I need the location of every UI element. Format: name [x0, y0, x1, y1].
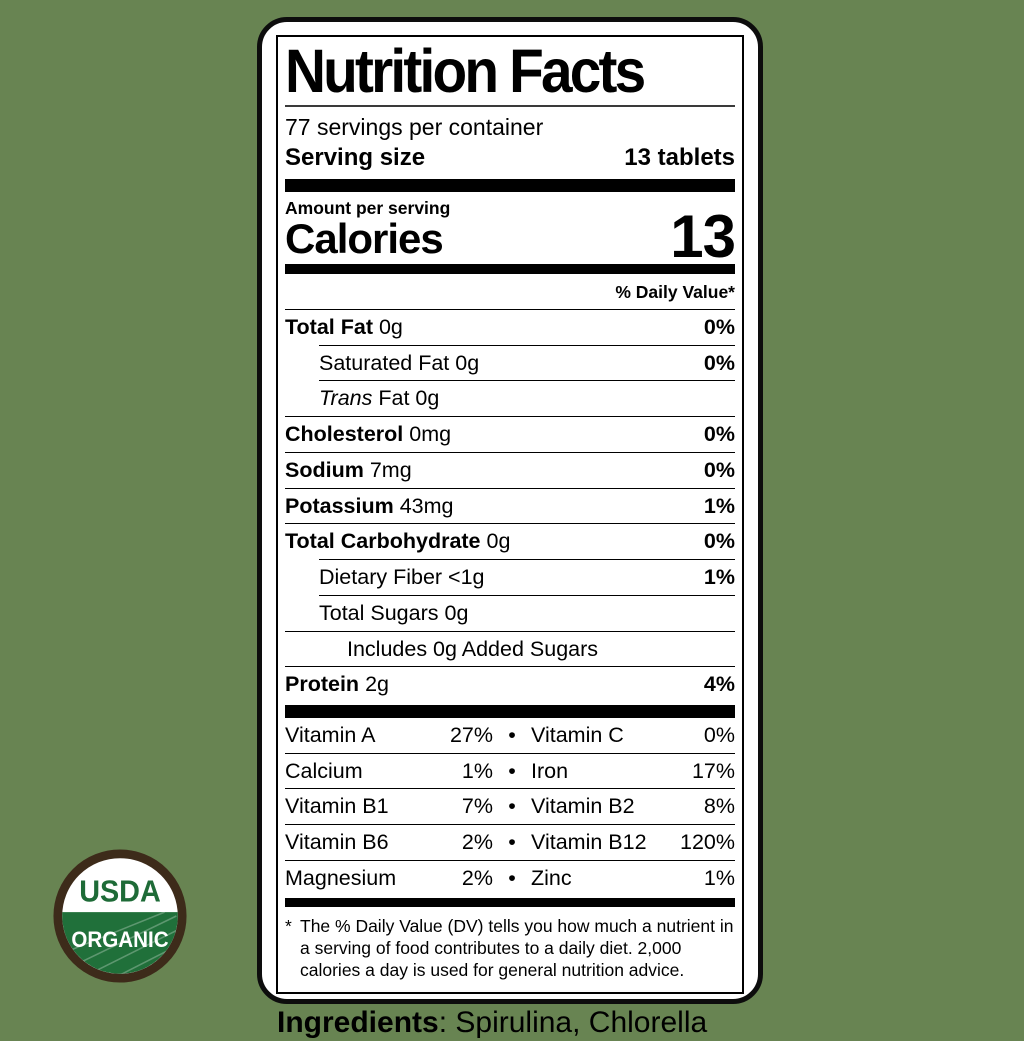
- nutrient-name: Total Sugars 0g: [319, 600, 469, 625]
- bullet-separator: •: [508, 794, 516, 819]
- usda-organic-badge: USDA ORGANIC: [53, 849, 187, 983]
- ingredients-label: Ingredients: [277, 1005, 439, 1039]
- divider: [285, 309, 735, 311]
- micronutrient-row-vitamin-a-c: Vitamin A 27% • Vitamin C 0%: [285, 722, 735, 747]
- divider: [285, 451, 735, 453]
- badge-usda-text: USDA: [79, 875, 161, 908]
- calories-label: Calories: [285, 214, 444, 262]
- servings-per-container: 77 servings per container: [285, 114, 544, 140]
- thick-divider-bar: [285, 897, 735, 907]
- nutrition-facts-title: Nutrition Facts: [285, 37, 646, 105]
- nutrient-row-sodium: Sodium 7mg 0%: [285, 453, 735, 488]
- nutrient-name: Cholesterol 0mg: [285, 422, 452, 447]
- nutrient-name: Saturated Fat 0g: [319, 350, 480, 375]
- divider: [285, 487, 735, 489]
- nutrient-name: Sodium 7mg: [285, 457, 412, 482]
- nutrient-name: Dietary Fiber <1g: [319, 565, 485, 590]
- thick-divider-bar: [285, 264, 735, 275]
- micronutrient-row-b1-b2: Vitamin B1 7% • Vitamin B2 8%: [285, 788, 735, 824]
- thick-divider-bar: [285, 178, 735, 192]
- nutrient-row-dietary-fiber: Dietary Fiber <1g 1%: [285, 560, 735, 595]
- daily-value-footnote: * The % Daily Value (DV) tells you how m…: [285, 907, 735, 984]
- divider: [285, 416, 735, 418]
- nutrition-label-card: Nutrition Facts 77 servings per containe…: [257, 17, 763, 1039]
- divider: [285, 523, 735, 525]
- nutrient-row-protein: Protein 2g 4%: [285, 667, 735, 702]
- bullet-separator: •: [508, 830, 516, 855]
- nutrient-row-cholesterol: Cholesterol 0mg 0%: [285, 417, 735, 452]
- divider: [319, 594, 735, 596]
- serving-size-row: Serving size 13 tablets: [285, 143, 735, 179]
- divider: [319, 380, 735, 382]
- calories-value: 13: [670, 202, 736, 270]
- nutrient-row-saturated-fat: Saturated Fat 0g 0%: [285, 346, 735, 381]
- badge-green-field: [62, 912, 178, 974]
- nutrient-name: Total Carbohydrate 0g: [285, 529, 511, 554]
- serving-size-label: Serving size: [285, 143, 426, 171]
- nutrient-name: Total Fat 0g: [285, 315, 403, 340]
- nutrient-name: Potassium 43mg: [285, 493, 454, 518]
- nutrient-name: Includes 0g Added Sugars: [347, 636, 599, 661]
- nutrition-facts-box: Nutrition Facts 77 servings per containe…: [276, 35, 744, 994]
- micronutrient-row-b6-b12: Vitamin B6 2% • Vitamin B12 120%: [285, 824, 735, 860]
- nutrient-dv: 0%: [703, 422, 735, 447]
- footnote-text: The % Daily Value (DV) tells you how muc…: [300, 915, 734, 981]
- bullet-separator: •: [508, 865, 516, 890]
- divider: [319, 559, 735, 561]
- divider: [285, 105, 735, 107]
- nutrient-dv: 4%: [703, 672, 735, 697]
- bullet-separator: •: [508, 722, 516, 747]
- nutrient-name: Protein 2g: [285, 672, 389, 697]
- bullet-separator: •: [508, 758, 516, 783]
- nutrient-row-potassium: Potassium 43mg 1%: [285, 489, 735, 524]
- micronutrient-row-calcium-iron: Calcium 1% • Iron 17%: [285, 752, 735, 789]
- nutrient-dv: 0%: [703, 529, 735, 554]
- nutrient-row-total-sugars: Total Sugars 0g: [285, 596, 735, 631]
- ingredients-separator: :: [438, 1005, 456, 1039]
- nutrient-dv: 1%: [703, 565, 735, 590]
- nutrient-row-total-fat: Total Fat 0g 0%: [285, 310, 735, 345]
- micronutrient-row-magnesium-zinc: Magnesium 2% • Zinc 1%: [285, 859, 735, 896]
- nutrient-name: Trans Fat 0g: [319, 386, 440, 411]
- nutrient-dv: 0%: [703, 315, 735, 340]
- badge-organic-text: ORGANIC: [71, 927, 168, 952]
- nutrient-dv: 0%: [703, 457, 735, 482]
- divider: [285, 630, 735, 632]
- divider: [319, 344, 735, 346]
- nutrient-dv: 1%: [703, 493, 735, 518]
- footnote-asterisk: *: [285, 915, 292, 936]
- calories-row: Calories 13: [285, 202, 736, 270]
- thick-divider-bar: [285, 704, 735, 718]
- ingredients-line: Ingredients: Spirulina, Chlorella: [276, 994, 744, 1041]
- amount-per-serving-label: Amount per serving: [285, 197, 451, 218]
- nutrient-row-trans-fat: Trans Fat 0g: [285, 381, 735, 416]
- divider: [285, 666, 735, 668]
- serving-size-value: 13 tablets: [624, 143, 735, 171]
- daily-value-header: % Daily Value*: [615, 282, 735, 303]
- nutrient-row-total-carbohydrate: Total Carbohydrate 0g 0%: [285, 524, 735, 559]
- ingredients-value: Spirulina, Chlorella: [455, 1005, 708, 1039]
- nutrient-row-added-sugars: Includes 0g Added Sugars: [285, 632, 735, 667]
- nutrient-dv: 0%: [703, 350, 735, 375]
